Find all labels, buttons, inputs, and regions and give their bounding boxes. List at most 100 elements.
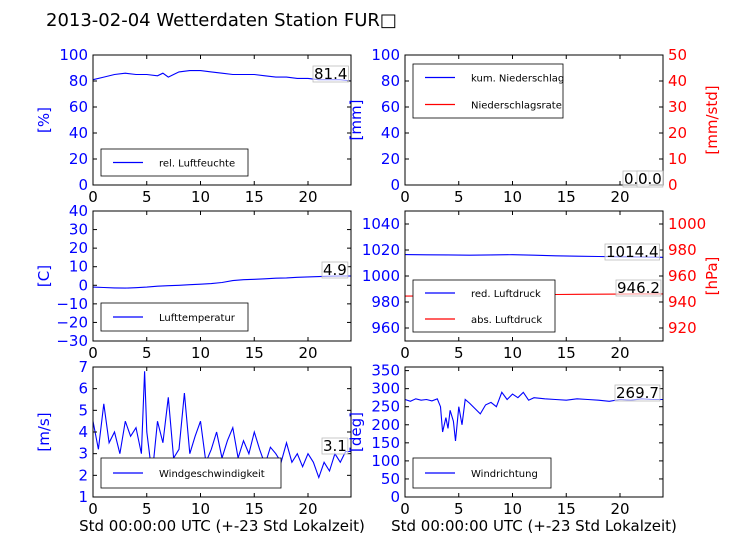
precip-y-tick-label: 80 xyxy=(381,72,400,90)
precip-legend-label: Niederschlagsrate xyxy=(471,101,562,112)
windspeed-y-tick-label: 6 xyxy=(78,380,88,398)
pressure-value-annotation: 1014.4 xyxy=(606,243,659,261)
precip-y-tick-label: 20 xyxy=(381,150,400,168)
temperature-value-annotation-box xyxy=(321,261,349,279)
precip-y-axis-label: [mm] xyxy=(347,100,365,141)
precip-x-tick-label: 20 xyxy=(610,188,629,206)
temperature-value-annotation: 4.9 xyxy=(323,261,347,279)
pressure-legend xyxy=(412,279,556,333)
winddir-x-tick-label: 10 xyxy=(503,500,522,518)
winddir-x-axis-label: Std 00:00:00 UTC (+-23 Std Lokalzeit) xyxy=(391,517,677,535)
windspeed-x-tick-label: 15 xyxy=(245,500,264,518)
winddir-y-tick-label: 100 xyxy=(371,452,400,470)
temperature-x-tick-label: 20 xyxy=(298,344,317,362)
humidity-x-tick-label: 15 xyxy=(245,188,264,206)
winddir-y-axis-label: [deg] xyxy=(347,412,365,452)
humidity-y-tick-label: 0 xyxy=(78,176,88,194)
precip-x-tick-label: 0 xyxy=(400,188,410,206)
temperature-y-axis-label: [C] xyxy=(35,265,53,287)
precip-y-tick-label: 40 xyxy=(381,124,400,142)
pressure-value-annotation: 946.2 xyxy=(617,279,660,297)
pressure-x-tick-label: 0 xyxy=(400,344,410,362)
pressure-y-tick-label: 1020 xyxy=(362,241,400,259)
temperature-x-tick-label: 15 xyxy=(245,344,264,362)
humidity-axes-frame xyxy=(92,54,352,186)
humidity-x-tick-label: 10 xyxy=(191,188,210,206)
temperature-x-tick-label: 5 xyxy=(142,344,152,362)
precip-y2-tick-label: 50 xyxy=(668,46,687,64)
pressure-x-tick-label: 5 xyxy=(454,344,464,362)
humidity-x-tick-label: 0 xyxy=(88,188,98,206)
winddir-value-annotation-box xyxy=(614,384,661,402)
humidity-y-tick-label: 80 xyxy=(69,72,88,90)
precip-value-annotation-box xyxy=(636,170,664,188)
windspeed-x-axis-label: Std 00:00:00 UTC (+-23 Std Lokalzeit) xyxy=(79,517,365,535)
windspeed-y-tick-label: 2 xyxy=(78,466,88,484)
pressure-y-tick-label: 1040 xyxy=(362,215,400,233)
winddir-y-tick-label: 150 xyxy=(371,434,400,452)
precip-value-annotation: 0.0 xyxy=(638,170,662,188)
temperature-y-tick-label: −20 xyxy=(56,313,88,331)
pressure-x-tick-label: 10 xyxy=(503,344,522,362)
windspeed-y-tick-label: 1 xyxy=(78,488,88,506)
winddir-x-tick-label: 5 xyxy=(454,500,464,518)
pressure-y2-tick-label: 940 xyxy=(668,293,697,311)
precip-y2-tick-label: 10 xyxy=(668,150,687,168)
windspeed-x-tick-label: 10 xyxy=(191,500,210,518)
windspeed-series-0 xyxy=(92,371,351,480)
windspeed-y-tick-label: 3 xyxy=(78,445,88,463)
pressure-legend-label: red. Luftdruck xyxy=(471,289,541,300)
precip-y2-tick-label: 30 xyxy=(668,98,687,116)
precip-y-tick-label: 0 xyxy=(390,176,400,194)
pressure-y-tick-label: 980 xyxy=(371,293,400,311)
pressure-y2-tick-label: 920 xyxy=(668,319,697,337)
pressure-y2-axis-label: [hPa] xyxy=(703,257,721,296)
humidity-y-tick-label: 20 xyxy=(69,150,88,168)
humidity-x-tick-label: 20 xyxy=(298,188,317,206)
windspeed-y-tick-label: 4 xyxy=(78,423,88,441)
winddir-series-0 xyxy=(404,391,663,442)
precip-axes-frame xyxy=(404,54,664,186)
temperature-y-tick-label: −10 xyxy=(56,295,88,313)
winddir-y-tick-label: 50 xyxy=(381,470,400,488)
humidity-x-tick-label: 5 xyxy=(142,188,152,206)
winddir-value-annotation: 269.7 xyxy=(616,384,659,402)
temperature-x-tick-label: 10 xyxy=(191,344,210,362)
winddir-x-tick-label: 0 xyxy=(400,500,410,518)
temperature-y-tick-label: 40 xyxy=(69,202,88,220)
windspeed-y-tick-label: 7 xyxy=(78,358,88,376)
winddir-y-tick-label: 0 xyxy=(390,488,400,506)
precip-y2-tick-label: 0 xyxy=(668,176,678,194)
windspeed-legend-label: Windgeschwindigkeit xyxy=(159,469,265,480)
windspeed-value-annotation: 3.1 xyxy=(323,437,347,455)
pressure-y2-tick-label: 980 xyxy=(668,241,697,259)
windspeed-y-tick-label: 5 xyxy=(78,401,88,419)
temperature-x-tick-label: 0 xyxy=(88,344,98,362)
winddir-y-tick-label: 350 xyxy=(371,362,400,380)
humidity-legend-label: rel. Luftfeuchte xyxy=(159,159,235,170)
windspeed-x-tick-label: 5 xyxy=(142,500,152,518)
winddir-y-tick-label: 200 xyxy=(371,416,400,434)
temperature-y-tick-label: 30 xyxy=(69,221,88,239)
winddir-y-tick-label: 250 xyxy=(371,398,400,416)
temperature-y-tick-label: 10 xyxy=(69,258,88,276)
humidity-value-annotation: 81.4 xyxy=(314,65,347,83)
pressure-y2-tick-label: 960 xyxy=(668,267,697,285)
humidity-y-axis-label: [%] xyxy=(35,107,53,133)
temperature-series-0 xyxy=(92,275,351,289)
pressure-legend-label: abs. Luftdruck xyxy=(471,315,542,326)
precip-x-tick-label: 15 xyxy=(557,188,576,206)
precip-legend-label: kum. Niederschlag xyxy=(471,74,564,85)
winddir-y-tick-label: 300 xyxy=(371,380,400,398)
humidity-y-tick-label: 60 xyxy=(69,98,88,116)
precip-y-tick-label: 60 xyxy=(381,98,400,116)
humidity-value-annotation-box xyxy=(312,65,349,83)
pressure-y-tick-label: 960 xyxy=(371,319,400,337)
windspeed-x-tick-label: 20 xyxy=(298,500,317,518)
pressure-y2-tick-label: 1000 xyxy=(668,215,706,233)
precip-y2-tick-label: 40 xyxy=(668,72,687,90)
windspeed-value-annotation-box xyxy=(321,437,349,455)
windspeed-y-axis-label: [m/s] xyxy=(35,412,53,451)
winddir-legend-label: Windrichtung xyxy=(471,469,538,480)
